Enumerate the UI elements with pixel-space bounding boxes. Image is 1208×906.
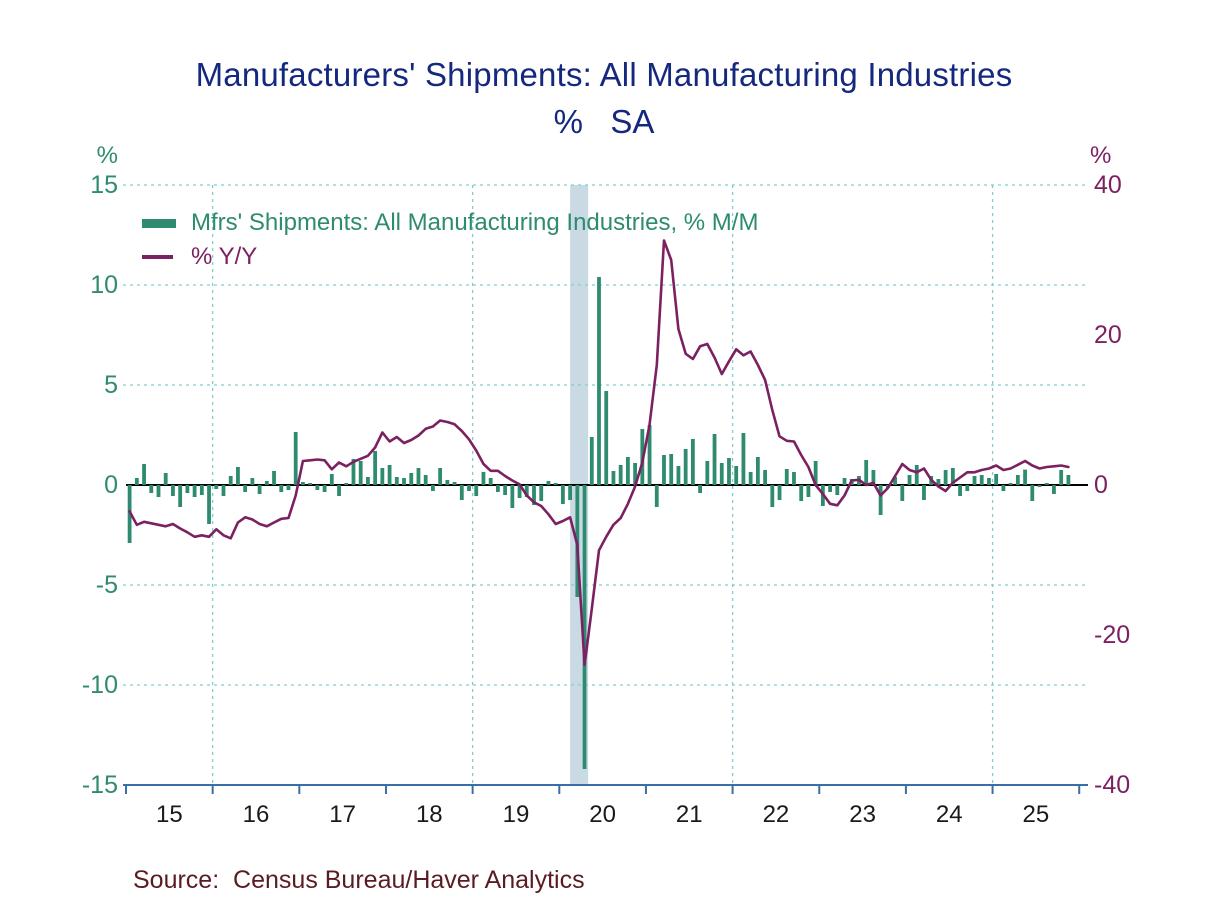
legend-item-mm: Mfrs' Shipments: All Manufacturing Indus…: [142, 206, 758, 240]
svg-text:20: 20: [589, 801, 616, 828]
svg-text:20: 20: [1094, 321, 1122, 349]
svg-text:19: 19: [503, 801, 530, 828]
svg-text:18: 18: [416, 801, 443, 828]
svg-text:-40: -40: [1094, 771, 1130, 799]
legend-label-mm: Mfrs' Shipments: All Manufacturing Indus…: [191, 209, 759, 236]
svg-text:22: 22: [763, 801, 790, 828]
svg-text:21: 21: [676, 801, 703, 828]
svg-text:23: 23: [849, 801, 876, 828]
chart-legend: Mfrs' Shipments: All Manufacturing Indus…: [142, 206, 758, 274]
svg-text:15: 15: [90, 171, 118, 199]
source-note: Source: Census Bureau/Haver Analytics: [133, 866, 585, 894]
svg-text:-5: -5: [96, 571, 118, 599]
bar-swatch-icon: [142, 218, 176, 228]
svg-text:16: 16: [243, 801, 270, 828]
svg-text:10: 10: [90, 271, 118, 299]
svg-text:40: 40: [1094, 171, 1122, 199]
svg-text:5: 5: [104, 371, 118, 399]
svg-text:-15: -15: [82, 771, 118, 799]
svg-text:%: %: [1090, 142, 1111, 169]
svg-text:17: 17: [329, 801, 356, 828]
chart-title: Manufacturers' Shipments: All Manufactur…: [195, 56, 1013, 93]
svg-text:25: 25: [1023, 801, 1050, 828]
svg-text:%: %: [97, 142, 118, 169]
chart-subtitle: % SA: [553, 103, 655, 140]
svg-text:-20: -20: [1094, 621, 1130, 649]
svg-text:0: 0: [1094, 471, 1108, 499]
svg-text:-10: -10: [82, 671, 118, 699]
svg-text:24: 24: [936, 801, 963, 828]
legend-item-yy: % Y/Y: [142, 240, 758, 274]
line-swatch-icon: [142, 255, 173, 259]
svg-text:15: 15: [156, 801, 183, 828]
legend-label-yy: % Y/Y: [191, 243, 258, 270]
svg-text:0: 0: [104, 471, 118, 499]
